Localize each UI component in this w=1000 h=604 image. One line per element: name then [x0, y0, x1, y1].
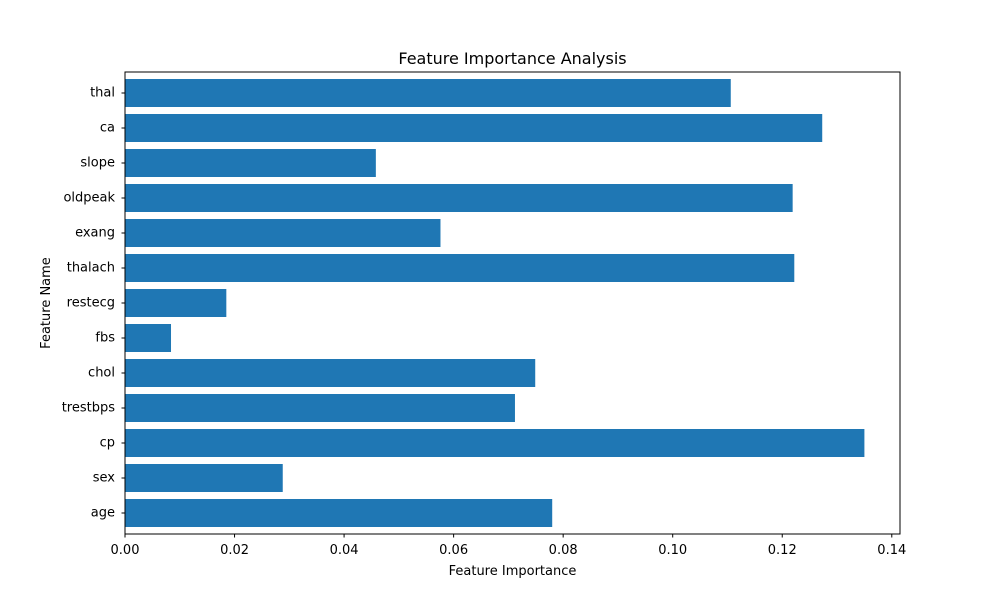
bar-exang — [125, 219, 441, 247]
x-tick-label: 0.06 — [439, 543, 468, 558]
bar-restecg — [125, 289, 227, 317]
bar-ca — [125, 114, 823, 142]
bar-thal — [125, 79, 731, 107]
bar-thalach — [125, 254, 795, 282]
x-tick-label: 0.04 — [330, 543, 359, 558]
bar-fbs — [125, 324, 172, 352]
y-tick-label: cp — [100, 436, 115, 451]
y-tick-label: fbs — [95, 331, 115, 346]
y-axis-ticks: age sex cp trestbps chol fbs restecg thalach exa… — [62, 86, 125, 521]
y-tick-label: restecg — [67, 296, 115, 311]
x-axis-ticks: 0.00 0.02 0.04 0.06 0.08 0.10 0.12 0.14 — [111, 534, 906, 558]
bar-age — [125, 499, 553, 527]
y-tick-label: oldpeak — [63, 191, 115, 206]
x-tick-label: 0.14 — [877, 543, 906, 558]
bars — [125, 79, 865, 527]
y-tick-label: ca — [100, 121, 115, 136]
y-tick-label: exang — [75, 226, 115, 241]
x-tick-label: 0.12 — [768, 543, 797, 558]
bar-chol — [125, 359, 536, 387]
x-tick-label: 0.10 — [658, 543, 687, 558]
bar-cp — [125, 429, 865, 457]
y-tick-label: thalach — [67, 261, 115, 276]
y-axis-label: Feature Name — [39, 257, 54, 349]
x-axis-label: Feature Importance — [449, 564, 577, 579]
bar-trestbps — [125, 394, 515, 422]
chart-title: Feature Importance Analysis — [398, 49, 626, 68]
y-tick-label: sex — [93, 471, 116, 486]
bar-slope — [125, 149, 376, 177]
y-tick-label: chol — [88, 366, 115, 381]
x-tick-label: 0.08 — [549, 543, 578, 558]
y-tick-label: thal — [90, 86, 115, 101]
x-tick-label: 0.00 — [111, 543, 140, 558]
y-tick-label: trestbps — [62, 401, 116, 416]
y-tick-label: slope — [80, 156, 115, 171]
bar-sex — [125, 464, 283, 492]
bar-oldpeak — [125, 184, 793, 212]
x-tick-label: 0.02 — [220, 543, 249, 558]
y-tick-label: age — [91, 506, 115, 521]
